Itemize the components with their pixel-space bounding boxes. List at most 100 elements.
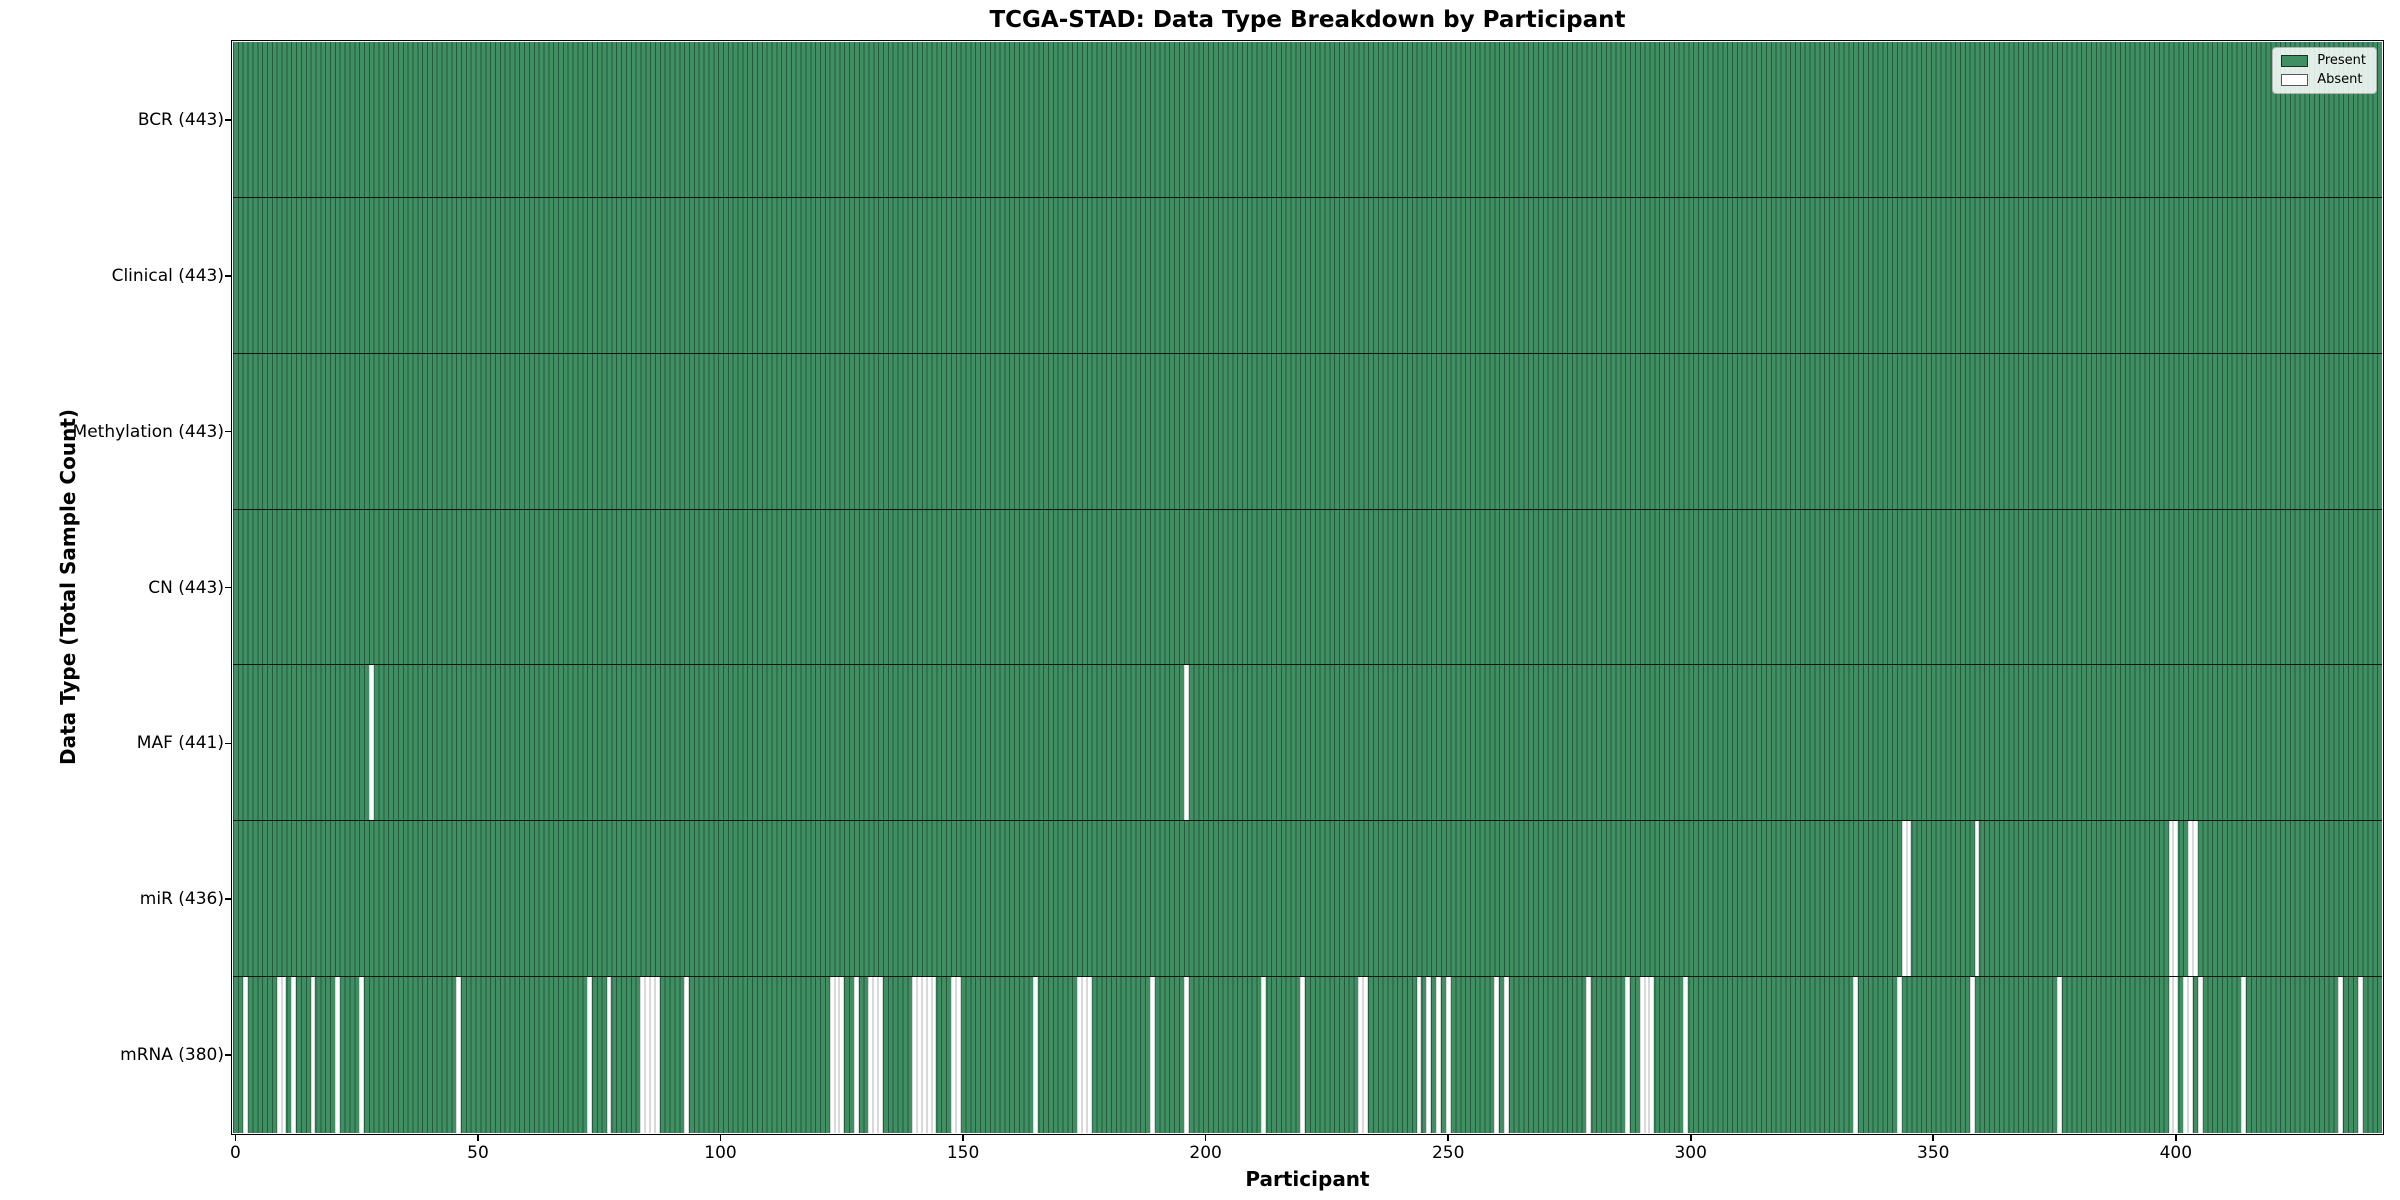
absent-bar-mRNA-93 bbox=[684, 977, 689, 1133]
absent-bar-mRNA-132 bbox=[873, 977, 879, 1133]
absent-bar-mRNA-21 bbox=[334, 977, 340, 1133]
ytick-label-mRNA: mRNA (380) bbox=[120, 1045, 224, 1066]
xtick-label-350: 350 bbox=[1917, 1143, 1950, 1163]
absent-bar-mRNA-233 bbox=[1363, 977, 1369, 1133]
absent-bar-mRNA-414 bbox=[2241, 977, 2247, 1133]
row-BCR bbox=[233, 42, 2382, 198]
xtick-mark bbox=[1932, 1134, 1935, 1141]
legend: Present Absent bbox=[2272, 47, 2377, 94]
row-CN bbox=[233, 509, 2382, 666]
absent-bar-mRNA-125 bbox=[839, 977, 845, 1133]
row-mRNA bbox=[233, 977, 2382, 1133]
xtick-label-300: 300 bbox=[1674, 1143, 1707, 1163]
absent-bar-mRNA-2 bbox=[242, 977, 248, 1133]
absent-bar-mRNA-292 bbox=[1649, 977, 1655, 1133]
ytick-mark bbox=[225, 1054, 232, 1056]
absent-bar-miR-403 bbox=[2187, 821, 2193, 977]
absent-bar-mRNA-246 bbox=[1426, 977, 1432, 1133]
absent-bar-mRNA-131 bbox=[868, 977, 874, 1133]
row-Methylation bbox=[233, 353, 2382, 510]
absent-bar-MAF-196 bbox=[1183, 665, 1189, 821]
absent-bar-mRNA-189 bbox=[1149, 977, 1155, 1133]
absent-bar-mRNA-26 bbox=[359, 977, 364, 1133]
ytick-label-Methylation: Methylation (443) bbox=[72, 421, 224, 442]
absent-bar-mRNA-232 bbox=[1358, 977, 1364, 1133]
absent-bar-mRNA-434 bbox=[2338, 977, 2344, 1133]
legend-present-label: Present bbox=[2317, 53, 2366, 68]
legend-absent-label: Absent bbox=[2317, 72, 2363, 87]
xtick-label-200: 200 bbox=[1189, 1143, 1222, 1163]
absent-bar-mRNA-16 bbox=[310, 977, 316, 1133]
absent-bar-mRNA-403 bbox=[2187, 977, 2193, 1133]
absent-bar-mRNA-133 bbox=[878, 977, 884, 1133]
absent-bar-mRNA-87 bbox=[655, 977, 660, 1133]
xtick-label-150: 150 bbox=[946, 1143, 980, 1163]
absent-bar-miR-400 bbox=[2173, 821, 2179, 977]
absent-bar-mRNA-149 bbox=[955, 977, 961, 1133]
xtick-mark bbox=[719, 1134, 722, 1141]
xtick-label-100: 100 bbox=[704, 1143, 737, 1163]
absent-bar-mRNA-124 bbox=[834, 977, 840, 1133]
x-axis-label: Participant bbox=[1245, 1167, 1370, 1191]
absent-bar-mRNA-176 bbox=[1086, 977, 1092, 1133]
absent-bar-mRNA-402 bbox=[2183, 977, 2188, 1133]
absent-bar-mRNA-438 bbox=[2357, 977, 2363, 1133]
absent-bar-mRNA-141 bbox=[916, 977, 922, 1133]
absent-bar-mRNA-260 bbox=[1494, 977, 1500, 1133]
absent-bar-mRNA-140 bbox=[912, 977, 917, 1133]
xtick-label-250: 250 bbox=[1431, 1143, 1465, 1163]
ytick-mark bbox=[225, 430, 232, 433]
absent-bar-miR-344 bbox=[1901, 821, 1907, 977]
present-swatch-icon bbox=[2281, 55, 2309, 67]
absent-bar-mRNA-46 bbox=[456, 977, 461, 1133]
absent-bar-mRNA-287 bbox=[1625, 977, 1631, 1133]
absent-bar-miR-345 bbox=[1906, 821, 1912, 977]
xtick-label-50: 50 bbox=[467, 1143, 489, 1163]
absent-bar-mRNA-165 bbox=[1033, 977, 1039, 1133]
absent-bar-mRNA-144 bbox=[931, 977, 937, 1133]
xtick-mark bbox=[2175, 1134, 2177, 1141]
absent-bar-mRNA-334 bbox=[1853, 977, 1859, 1133]
absent-bar-mRNA-174 bbox=[1077, 977, 1082, 1133]
ytick-label-BCR: BCR (443) bbox=[137, 109, 224, 130]
row-miR bbox=[233, 821, 2382, 978]
ytick-label-CN: CN (443) bbox=[148, 577, 224, 598]
absent-bar-mRNA-405 bbox=[2197, 977, 2203, 1133]
chart-title: TCGA-STAD: Data Type Breakdown by Partic… bbox=[989, 7, 1626, 33]
ytick-mark bbox=[225, 742, 232, 745]
absent-swatch-icon bbox=[2281, 74, 2309, 86]
absent-bar-mRNA-77 bbox=[606, 977, 612, 1133]
ytick-mark bbox=[225, 119, 232, 121]
xtick-mark bbox=[234, 1134, 237, 1141]
absent-bar-mRNA-148 bbox=[950, 977, 956, 1133]
absent-bar-miR-399 bbox=[2168, 821, 2174, 977]
ytick-mark bbox=[225, 274, 232, 277]
absent-bar-mRNA-196 bbox=[1183, 977, 1189, 1133]
legend-item-absent: Absent bbox=[2281, 73, 2366, 87]
absent-bar-mRNA-85 bbox=[645, 977, 651, 1133]
absent-bar-mRNA-376 bbox=[2056, 977, 2062, 1133]
plot-area bbox=[233, 42, 2382, 1133]
ytick-label-MAF: MAF (441) bbox=[136, 733, 224, 754]
row-Clinical bbox=[233, 197, 2382, 354]
absent-bar-mRNA-212 bbox=[1261, 977, 1267, 1133]
absent-bar-mRNA-9 bbox=[276, 977, 282, 1133]
xtick-label-400: 400 bbox=[2159, 1143, 2193, 1163]
ytick-mark bbox=[225, 586, 232, 589]
xtick-mark bbox=[962, 1134, 964, 1141]
absent-bar-MAF-28 bbox=[368, 665, 374, 821]
xtick-label-0: 0 bbox=[230, 1143, 241, 1163]
absent-bar-mRNA-291 bbox=[1644, 977, 1650, 1133]
absent-bar-mRNA-123 bbox=[829, 977, 835, 1133]
absent-bar-mRNA-142 bbox=[921, 977, 927, 1133]
absent-bar-mRNA-10 bbox=[281, 977, 287, 1133]
absent-bar-mRNA-73 bbox=[587, 977, 592, 1133]
absent-bar-mRNA-358 bbox=[1969, 977, 1975, 1133]
absent-bar-mRNA-175 bbox=[1081, 977, 1087, 1133]
absent-bar-mRNA-290 bbox=[1639, 977, 1645, 1133]
absent-bar-mRNA-248 bbox=[1436, 977, 1441, 1133]
absent-bar-mRNA-262 bbox=[1503, 977, 1509, 1133]
xtick-mark bbox=[1204, 1134, 1207, 1141]
absent-bar-mRNA-128 bbox=[853, 977, 859, 1133]
